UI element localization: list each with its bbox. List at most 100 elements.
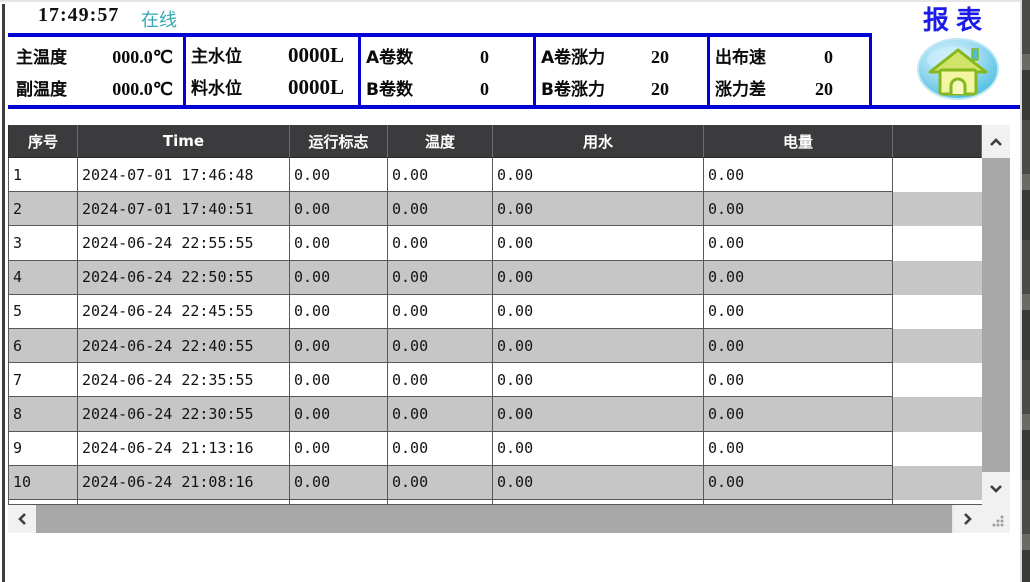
report-table: 序号 Time 运行标志 温度 用水 电量 1 2024-07-01 17:46:48 0.0… bbox=[8, 125, 982, 505]
window-top-edge bbox=[0, 0, 1030, 2]
chevron-down-icon bbox=[990, 484, 1002, 493]
page-title: 报表 bbox=[923, 6, 990, 35]
status-field: B卷涨力 20 bbox=[533, 75, 669, 100]
table-cell: 1 bbox=[8, 158, 78, 193]
panel-divider bbox=[533, 37, 536, 105]
status-panel-section: A卷涨力 20 B卷涨力 20 bbox=[533, 37, 707, 105]
column-header bbox=[893, 125, 982, 158]
status-field-label: B卷数 bbox=[366, 79, 413, 100]
scroll-up-button[interactable] bbox=[982, 125, 1010, 158]
table-row: 2 2024-07-01 17:40:51 0.00 0.00 0.00 0.00 bbox=[8, 192, 982, 227]
scrollbar-corner[interactable] bbox=[982, 505, 1010, 533]
status-field-value: 0 bbox=[480, 46, 489, 67]
status-panel-section: A卷数 0 B卷数 0 bbox=[358, 37, 533, 105]
table-cell: 2024-06-24 22:55:55 bbox=[78, 226, 290, 261]
table-cell bbox=[893, 363, 982, 398]
scroll-left-button[interactable] bbox=[8, 505, 36, 533]
table-cell: 0.00 bbox=[704, 431, 893, 466]
table-cell bbox=[893, 499, 982, 505]
column-header: 电量 bbox=[704, 125, 893, 158]
table-cell: 0.00 bbox=[388, 328, 493, 364]
panel-top-border bbox=[8, 33, 872, 37]
table-cell bbox=[290, 499, 388, 505]
status-field-value: 0000L bbox=[287, 75, 344, 99]
status-field-value: 0 bbox=[480, 78, 489, 99]
panel-right-border bbox=[869, 37, 872, 105]
table-row: 4 2024-06-24 22:50:55 0.00 0.00 0.00 0.00 bbox=[8, 260, 982, 295]
table-cell: 0.00 bbox=[493, 328, 704, 364]
table-cell: 5 bbox=[8, 294, 78, 329]
table-partial-row bbox=[8, 499, 982, 505]
status-panel-section: 主温度 000.0℃ 副温度 000.0℃ bbox=[8, 37, 183, 105]
home-button[interactable] bbox=[917, 38, 999, 100]
table-cell: 0.00 bbox=[493, 158, 704, 193]
column-header: 用水 bbox=[493, 125, 704, 158]
scroll-right-button[interactable] bbox=[954, 505, 982, 533]
table-cell: 0.00 bbox=[290, 465, 388, 500]
table-row: 3 2024-06-24 22:55:55 0.00 0.00 0.00 0.00 bbox=[8, 226, 982, 261]
table-cell: 0.00 bbox=[388, 431, 493, 466]
table-cell: 0.00 bbox=[493, 192, 704, 227]
home-icon bbox=[917, 38, 999, 100]
status-field: 主温度 000.0℃ bbox=[8, 43, 173, 68]
table-cell: 0.00 bbox=[388, 397, 493, 432]
table-cell: 0.00 bbox=[704, 158, 893, 193]
table-cell: 8 bbox=[8, 397, 78, 432]
panel-divider bbox=[183, 37, 186, 105]
table-cell: 0.00 bbox=[493, 226, 704, 261]
table-cell: 0.00 bbox=[704, 192, 893, 227]
column-header: 运行标志 bbox=[290, 125, 388, 158]
table-cell: 7 bbox=[8, 363, 78, 398]
online-status: 在线 bbox=[141, 10, 177, 31]
scroll-down-button[interactable] bbox=[982, 472, 1010, 505]
table-cell: 0.00 bbox=[388, 226, 493, 261]
clock-display: 17:49:57 bbox=[38, 4, 120, 26]
panel-bottom-border bbox=[8, 105, 1022, 109]
resize-grip-icon bbox=[992, 515, 1004, 527]
status-field-label: A卷涨力 bbox=[541, 47, 606, 68]
horizontal-scrollbar-thumb[interactable] bbox=[36, 505, 952, 533]
table-cell: 0.00 bbox=[388, 260, 493, 295]
table-cell: 0.00 bbox=[704, 294, 893, 329]
status-field: A卷数 0 bbox=[358, 43, 489, 68]
table-cell: 0.00 bbox=[704, 465, 893, 500]
horizontal-scrollbar[interactable] bbox=[8, 505, 982, 533]
status-field-label: 出布速 bbox=[715, 47, 766, 68]
table-cell: 3 bbox=[8, 226, 78, 261]
column-header: 序号 bbox=[8, 125, 78, 158]
vertical-scrollbar[interactable] bbox=[982, 125, 1010, 505]
status-field-value: 20 bbox=[651, 78, 669, 99]
table-cell bbox=[893, 226, 982, 261]
table-cell: 2024-06-24 22:50:55 bbox=[78, 260, 290, 295]
status-field-label: 涨力差 bbox=[715, 79, 766, 100]
chevron-up-icon bbox=[990, 137, 1002, 146]
status-field-value: 0000L bbox=[287, 43, 344, 67]
table-cell: 2024-06-24 22:30:55 bbox=[78, 397, 290, 432]
column-header: 温度 bbox=[388, 125, 493, 158]
table-cell: 0.00 bbox=[290, 158, 388, 193]
panel-divider bbox=[707, 37, 710, 105]
status-panel-sections: 主温度 000.0℃ 副温度 000.0℃ 主水位 0000L 料水位 0000L A卷数 0 B卷… bbox=[8, 37, 872, 105]
status-panel-section: 出布速 0 涨力差 20 bbox=[707, 37, 869, 105]
table-row: 6 2024-06-24 22:40:55 0.00 0.00 0.00 0.00 bbox=[8, 328, 982, 364]
table-row: 1 2024-07-01 17:46:48 0.00 0.00 0.00 0.00 bbox=[8, 158, 982, 193]
table-cell: 0.00 bbox=[290, 397, 388, 432]
vertical-scrollbar-thumb[interactable] bbox=[982, 158, 1010, 472]
table-cell: 0.00 bbox=[493, 465, 704, 500]
table-cell bbox=[893, 158, 982, 193]
status-field: 副温度 000.0℃ bbox=[8, 75, 173, 100]
table-cell: 2024-06-24 22:40:55 bbox=[78, 328, 290, 364]
table-cell: 0.00 bbox=[290, 363, 388, 398]
status-field-label: 主水位 bbox=[191, 47, 242, 67]
status-field: 料水位 0000L bbox=[183, 74, 344, 100]
table-cell: 4 bbox=[8, 260, 78, 295]
status-field-value: 000.0℃ bbox=[112, 46, 173, 67]
status-panel-section: 主水位 0000L 料水位 0000L bbox=[183, 37, 358, 105]
table-row: 9 2024-06-24 21:13:16 0.00 0.00 0.00 0.00 bbox=[8, 431, 982, 466]
table-cell: 0.00 bbox=[388, 363, 493, 398]
table-cell: 0.00 bbox=[704, 260, 893, 295]
table-cell: 0.00 bbox=[388, 294, 493, 329]
table-cell bbox=[893, 260, 982, 295]
chevron-right-icon bbox=[964, 513, 972, 525]
table-cell bbox=[893, 328, 982, 364]
